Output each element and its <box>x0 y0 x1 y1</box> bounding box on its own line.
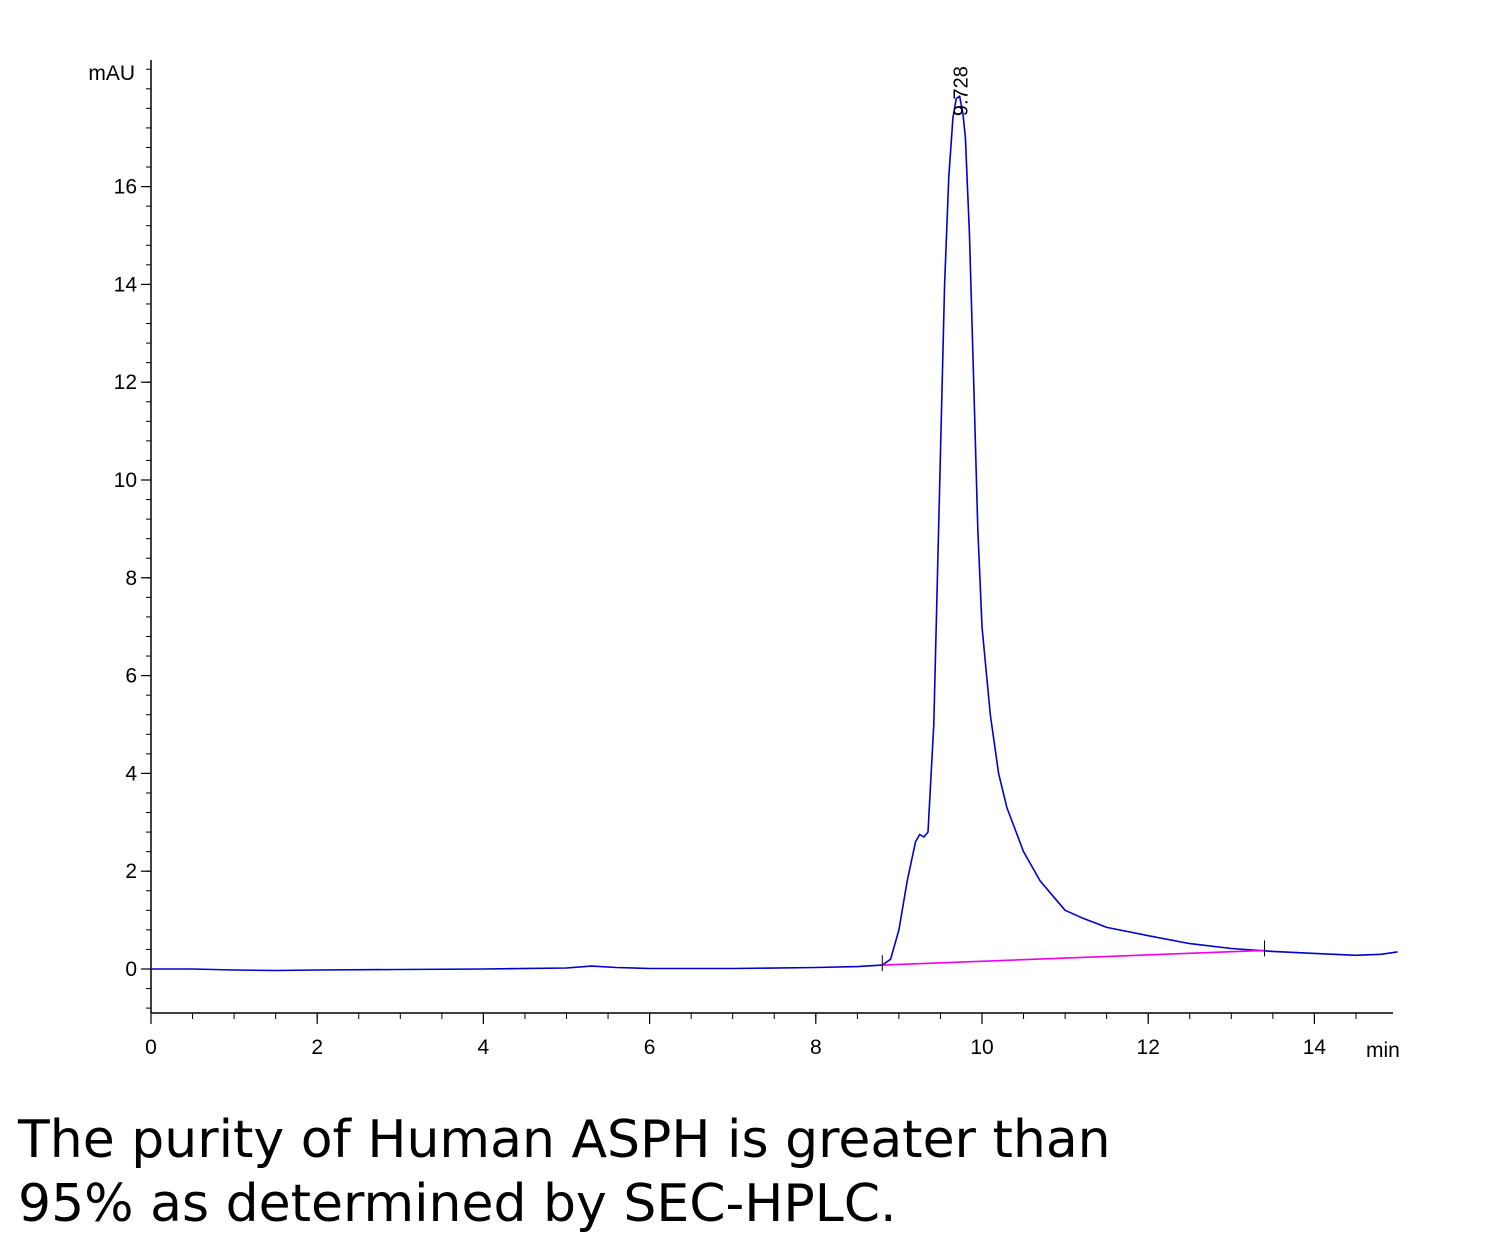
x-tick-label: 4 <box>478 1036 490 1059</box>
y-tick-label: 2 <box>125 860 137 883</box>
y-tick-label: 0 <box>125 958 137 981</box>
chromatogram-chart: 0 2 4 6 8 10 12 14 16 0 2 4 6 8 10 12 14 mAU min 9.728 <box>88 60 1400 1062</box>
y-tick-label: 16 <box>114 176 137 199</box>
caption-line-2: 95% as determined by SEC-HPLC. <box>18 1174 897 1234</box>
axes: 0 2 4 6 8 10 12 14 16 0 2 4 6 8 10 12 14 mAU min <box>88 60 1400 1062</box>
y-tick-label: 12 <box>114 371 137 394</box>
y-tick-label: 8 <box>125 567 137 590</box>
x-tick-label: 2 <box>311 1036 323 1059</box>
x-ticks: 0 2 4 6 8 10 12 14 <box>145 1013 1357 1059</box>
y-tick-label: 4 <box>125 762 137 785</box>
peak-retention-label: 9.728 <box>950 66 972 116</box>
y-tick-label: 6 <box>125 665 137 688</box>
baseline-line <box>882 949 1265 966</box>
x-tick-label: 8 <box>810 1036 822 1059</box>
x-tick-label: 6 <box>644 1036 656 1059</box>
x-tick-label: 12 <box>1137 1036 1160 1059</box>
y-ticks: 0 2 4 6 8 10 12 14 16 <box>114 68 151 1009</box>
x-tick-label: 0 <box>145 1036 157 1059</box>
y-tick-label: 10 <box>114 469 137 492</box>
caption-line-1: The purity of Human ASPH is greater than <box>18 1110 1111 1170</box>
x-axis-unit-label: min <box>1366 1039 1400 1062</box>
series-layer <box>151 95 1398 972</box>
y-tick-label: 14 <box>114 273 138 296</box>
annotation-layer: 9.728 <box>950 66 972 116</box>
caption: The purity of Human ASPH is greater than… <box>18 1108 1478 1236</box>
x-tick-label: 10 <box>970 1036 993 1059</box>
x-tick-label: 14 <box>1303 1036 1327 1059</box>
signal-trace-line <box>151 95 1398 972</box>
y-axis-unit-label: mAU <box>88 62 135 85</box>
